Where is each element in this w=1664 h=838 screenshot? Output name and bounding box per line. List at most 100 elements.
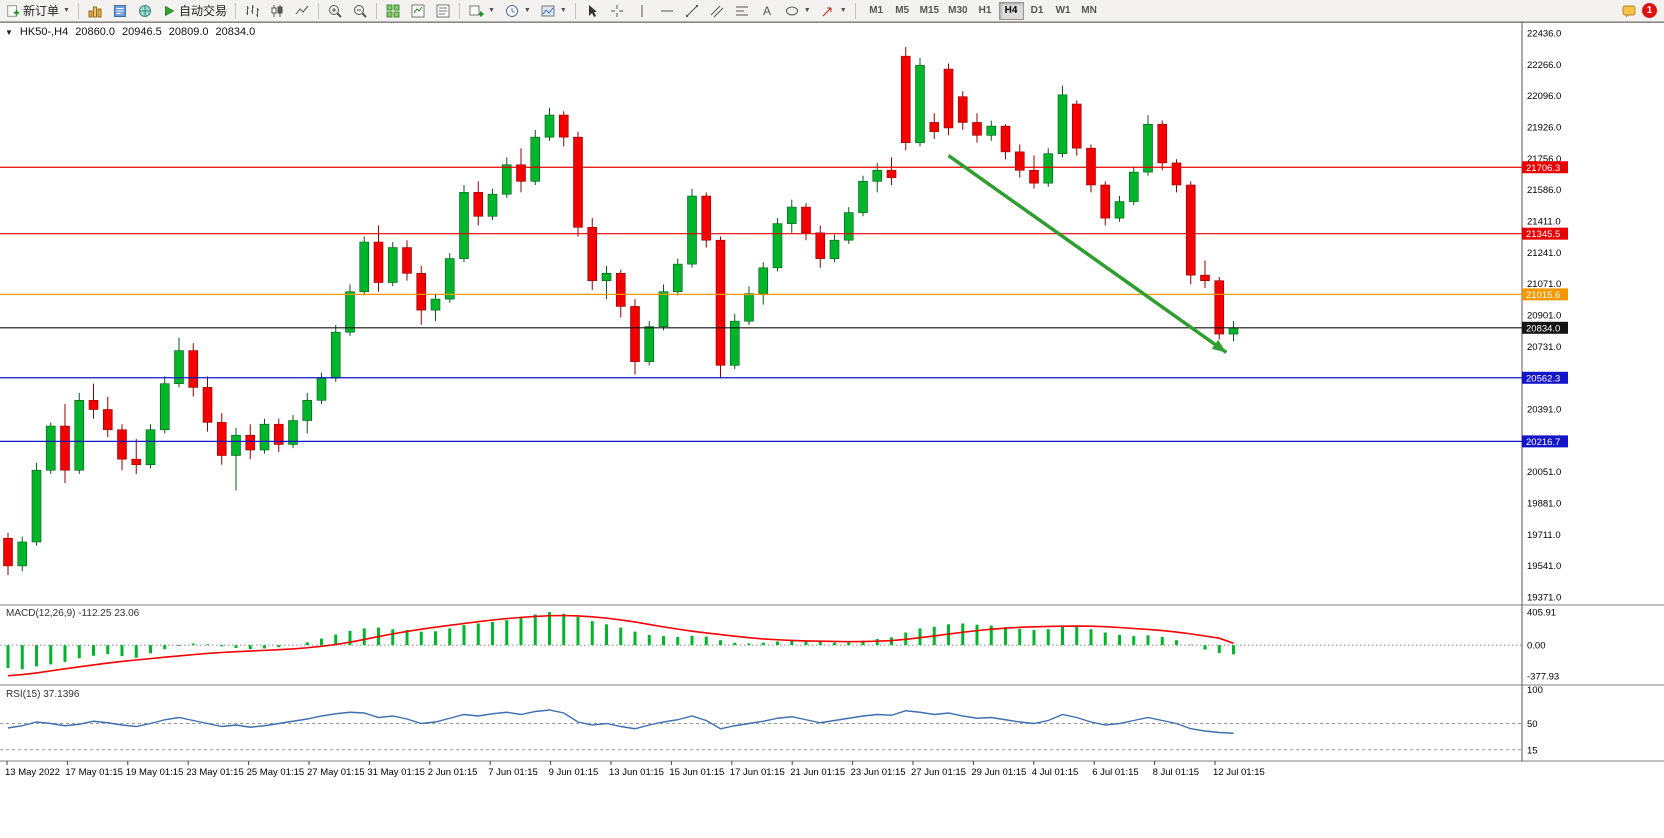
- svg-text:-377.93: -377.93: [1527, 672, 1559, 683]
- svg-text:8 Jul 01:15: 8 Jul 01:15: [1153, 767, 1199, 778]
- svg-text:15: 15: [1527, 745, 1538, 756]
- cursor-icon: [588, 4, 597, 17]
- candle-chart-button[interactable]: [265, 1, 289, 21]
- svg-text:20562.3: 20562.3: [1526, 373, 1560, 384]
- indicators-icon: [411, 4, 425, 17]
- objects-button[interactable]: [431, 1, 455, 21]
- timeframe-button-M5[interactable]: M5: [890, 2, 915, 20]
- top-toolbar: 新订单 ▼ 自动交易 ▼ ▼ ▼ A ▼ ▼ M1 M5 M15 M30 H1 H4 D1 W…: [0, 0, 1664, 22]
- price-chart-canvas[interactable]: 22436.0 22266.0 22096.0 21926.0 21756.0 21586…: [0, 22, 1664, 833]
- svg-text:20731.0: 20731.0: [1527, 342, 1561, 353]
- market-watch-button[interactable]: [108, 1, 132, 21]
- timeframe-button-M30[interactable]: M30: [944, 2, 971, 20]
- svg-text:20216.7: 20216.7: [1526, 437, 1560, 448]
- line-chart-button[interactable]: [290, 1, 314, 21]
- timeframe-group: M1 M5 M15 M30 H1 H4 D1 W1 MN: [864, 1, 1102, 20]
- bar-chart-icon: [245, 4, 259, 17]
- cursor-button[interactable]: [580, 1, 604, 21]
- zoom-in-button[interactable]: [323, 1, 347, 21]
- fibonacci-button[interactable]: [730, 1, 754, 21]
- svg-text:19711.0: 19711.0: [1527, 530, 1561, 541]
- tile-windows-button[interactable]: [381, 1, 405, 21]
- new-order-button[interactable]: 新订单 ▼: [2, 1, 74, 21]
- chevron-down-icon: ▼: [523, 7, 531, 14]
- trend-arrow-head: [1211, 339, 1227, 353]
- svg-text:19371.0: 19371.0: [1527, 592, 1561, 603]
- crosshair-button[interactable]: [605, 1, 629, 21]
- zoom-out-button[interactable]: [348, 1, 372, 21]
- timeframe-button-H4[interactable]: H4: [998, 1, 1024, 20]
- horizontal-line-button[interactable]: [655, 1, 679, 21]
- shapes-button[interactable]: ▼: [780, 1, 815, 21]
- svg-text:21706.3: 21706.3: [1526, 163, 1560, 174]
- toolbar-separator: [458, 2, 460, 19]
- svg-text:21015.6: 21015.6: [1526, 290, 1560, 301]
- arrows-icon: [822, 7, 832, 16]
- channel-button[interactable]: [705, 1, 729, 21]
- autotrade-play-icon: [165, 5, 175, 16]
- text-icon: A: [763, 4, 771, 18]
- chat-icon[interactable]: [1621, 3, 1637, 19]
- chart-window: 22436.0 22266.0 22096.0 21926.0 21756.0 21586…: [0, 22, 1664, 833]
- template-icon: [541, 5, 555, 16]
- timeframe-button-W1[interactable]: W1: [1051, 2, 1076, 20]
- timeframe-button-M1[interactable]: M1: [864, 2, 889, 20]
- timeframe-button-D1[interactable]: D1: [1025, 2, 1050, 20]
- svg-text:100: 100: [1527, 685, 1543, 696]
- toolbar-separator: [317, 2, 319, 19]
- svg-text:9 Jun 01:15: 9 Jun 01:15: [549, 767, 599, 778]
- trend-arrow[interactable]: [947, 154, 1228, 354]
- horizontal-line-icon: [660, 10, 673, 11]
- svg-text:21411.0: 21411.0: [1527, 216, 1561, 227]
- svg-text:23 May 01:15: 23 May 01:15: [186, 767, 244, 778]
- new-order-label: 新订单: [23, 4, 60, 18]
- autotrade-label: 自动交易: [178, 4, 227, 18]
- arrows-button[interactable]: ▼: [816, 1, 851, 21]
- timeframe-button-H1[interactable]: H1: [973, 2, 998, 20]
- svg-text:12 Jul 01:15: 12 Jul 01:15: [1213, 767, 1265, 778]
- chart-collapse-icon[interactable]: ▼: [5, 27, 13, 37]
- svg-text:2 Jun 01:15: 2 Jun 01:15: [428, 767, 478, 778]
- template-button[interactable]: ▼: [536, 1, 571, 21]
- open-value: 20860.0: [75, 26, 115, 38]
- navigator-button[interactable]: [133, 1, 157, 21]
- zoom-in-icon: [328, 4, 342, 18]
- chevron-down-icon: ▼: [559, 7, 567, 14]
- svg-text:19 May 01:15: 19 May 01:15: [126, 767, 184, 778]
- autotrade-button[interactable]: 自动交易: [158, 1, 231, 21]
- notification-badge[interactable]: 1: [1642, 3, 1657, 18]
- chart-ohlc-header: ▼ HK50-,H4 20860.0 20946.5 20809.0 20834…: [5, 26, 255, 38]
- toolbar-separator: [574, 2, 576, 19]
- svg-text:7 Jun 01:15: 7 Jun 01:15: [488, 767, 538, 778]
- chevron-down-icon: ▼: [803, 7, 811, 14]
- indicators-button[interactable]: [406, 1, 430, 21]
- svg-text:19541.0: 19541.0: [1527, 561, 1561, 572]
- add-indicator-button[interactable]: ▼: [464, 1, 499, 21]
- price-tag: [1522, 321, 1568, 334]
- chevron-down-icon: ▼: [63, 7, 70, 14]
- price-tag: [1522, 371, 1568, 384]
- market-watch-icon: [113, 4, 126, 17]
- svg-text:21 Jun 01:15: 21 Jun 01:15: [790, 767, 845, 778]
- chevron-down-icon: ▼: [487, 7, 495, 14]
- charts-button[interactable]: [83, 1, 107, 21]
- text-tool-button[interactable]: A: [755, 1, 779, 21]
- timeframe-button-M15[interactable]: M15: [916, 2, 943, 20]
- bar-chart-button[interactable]: [240, 1, 264, 21]
- svg-text:17 May 01:15: 17 May 01:15: [65, 767, 123, 778]
- svg-text:21926.0: 21926.0: [1527, 122, 1561, 133]
- shapes-icon: [785, 6, 798, 15]
- trendline-icon: [685, 4, 698, 17]
- timeframe-button-MN[interactable]: MN: [1077, 2, 1102, 20]
- periods-button[interactable]: ▼: [500, 1, 535, 21]
- svg-text:50: 50: [1527, 719, 1538, 730]
- vertical-line-button[interactable]: [630, 1, 654, 21]
- tile-windows-icon: [386, 4, 400, 17]
- fibonacci-icon: [735, 6, 748, 15]
- new-order-icon: [7, 4, 20, 17]
- svg-text:20901.0: 20901.0: [1527, 310, 1561, 321]
- svg-text:13 Jun 01:15: 13 Jun 01:15: [609, 767, 664, 778]
- svg-text:21345.5: 21345.5: [1526, 229, 1560, 240]
- crosshair-icon: [610, 4, 623, 17]
- trendline-button[interactable]: [680, 1, 704, 21]
